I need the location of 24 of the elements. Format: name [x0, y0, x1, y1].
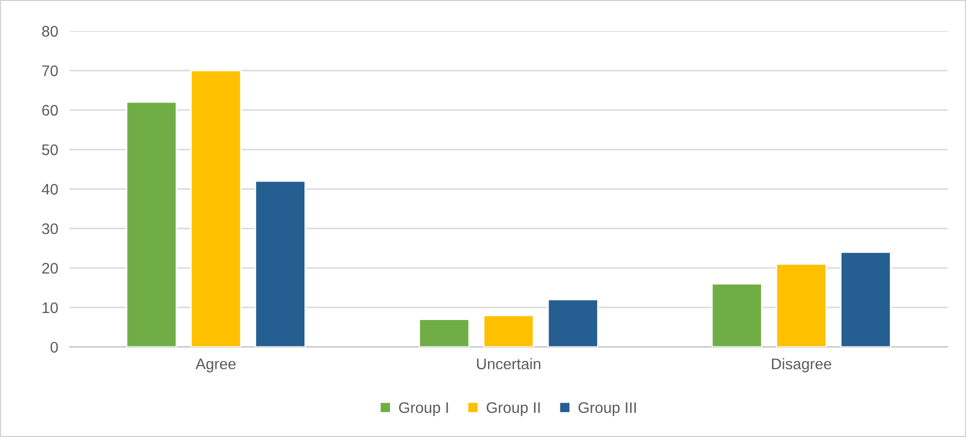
y-tick-label: 30 — [42, 223, 58, 234]
y-tick-label: 70 — [42, 65, 58, 76]
bar — [840, 252, 892, 347]
x-tick-label: Disagree — [772, 358, 832, 372]
x-tick-label: Uncertain — [477, 358, 540, 370]
y-tick-label: 80 — [42, 26, 58, 37]
y-tick-label: 0 — [50, 342, 58, 353]
y-tick-label: 10 — [42, 302, 58, 314]
legend-label: Group II — [486, 402, 540, 416]
bar — [776, 263, 827, 347]
bar — [254, 180, 306, 347]
bar — [483, 314, 534, 347]
y-tick-label: 20 — [42, 262, 58, 274]
y-tick-label: 60 — [42, 104, 58, 116]
bar — [711, 283, 762, 347]
bar — [126, 101, 178, 347]
legend-label: Group I — [399, 402, 448, 416]
x-tick-label: Agree — [196, 358, 236, 372]
legend-label: Group III — [578, 402, 636, 416]
y-tick-label: 40 — [42, 184, 58, 195]
bar — [190, 70, 242, 347]
y-tick-label: 50 — [42, 144, 58, 156]
bar — [418, 318, 470, 347]
bar — [547, 298, 599, 347]
